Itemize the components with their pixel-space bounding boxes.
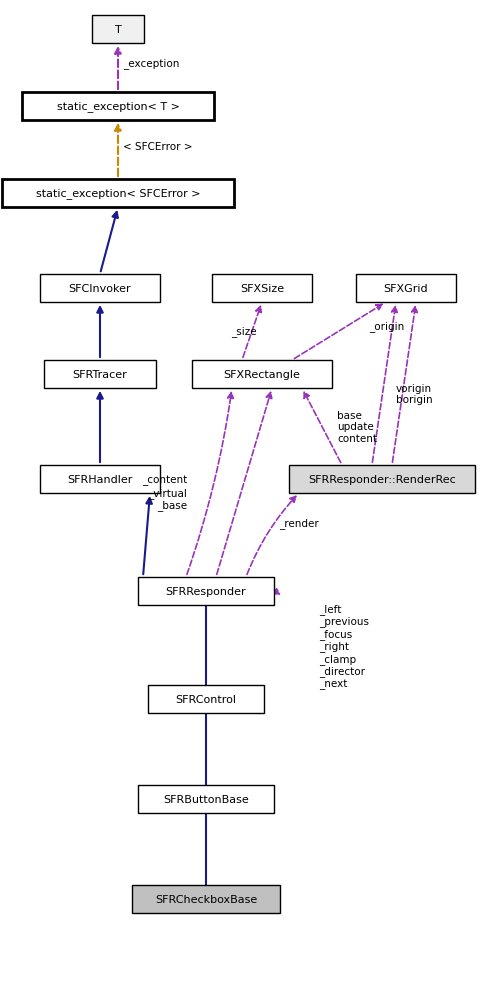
Bar xyxy=(92,16,144,44)
Bar xyxy=(288,465,474,493)
Text: base
update
content: base update content xyxy=(336,411,376,443)
Text: _size: _size xyxy=(231,326,256,337)
Bar xyxy=(138,578,274,605)
Bar xyxy=(2,180,233,208)
Text: vorigin
borigin: vorigin borigin xyxy=(395,384,432,405)
Text: _content
_virtual
_base: _content _virtual _base xyxy=(142,475,187,511)
Text: _exception: _exception xyxy=(123,58,179,69)
Text: SFXRectangle: SFXRectangle xyxy=(223,370,300,380)
Text: static_exception< SFCError >: static_exception< SFCError > xyxy=(36,188,200,199)
Bar xyxy=(148,685,264,714)
Text: SFRResponder: SFRResponder xyxy=(165,586,246,596)
Bar xyxy=(192,361,331,389)
Bar xyxy=(138,785,274,813)
Bar xyxy=(40,465,160,493)
Bar xyxy=(44,361,156,389)
Text: SFRTracer: SFRTracer xyxy=(72,370,127,380)
Text: _render: _render xyxy=(278,518,318,529)
Text: _origin: _origin xyxy=(368,321,403,332)
Bar xyxy=(40,274,160,303)
Text: SFCInvoker: SFCInvoker xyxy=(69,283,131,293)
Text: _left
_previous
_focus
_right
_clamp
_director
_next: _left _previous _focus _right _clamp _di… xyxy=(318,603,368,689)
Text: static_exception< T >: static_exception< T > xyxy=(57,101,179,112)
Bar xyxy=(355,274,455,303)
Text: SFRButtonBase: SFRButtonBase xyxy=(163,794,248,804)
Text: T: T xyxy=(114,25,121,35)
Text: SFRControl: SFRControl xyxy=(175,694,236,705)
Text: SFXGrid: SFXGrid xyxy=(383,283,427,293)
Bar xyxy=(132,885,279,913)
Text: SFRHandler: SFRHandler xyxy=(67,474,132,484)
Text: < SFCError >: < SFCError > xyxy=(123,142,192,152)
Text: SFRResponder::RenderRec: SFRResponder::RenderRec xyxy=(308,474,455,484)
Text: SFXSize: SFXSize xyxy=(240,283,284,293)
Text: SFRCheckboxBase: SFRCheckboxBase xyxy=(155,894,257,905)
Bar xyxy=(22,92,214,121)
Bar xyxy=(212,274,312,303)
